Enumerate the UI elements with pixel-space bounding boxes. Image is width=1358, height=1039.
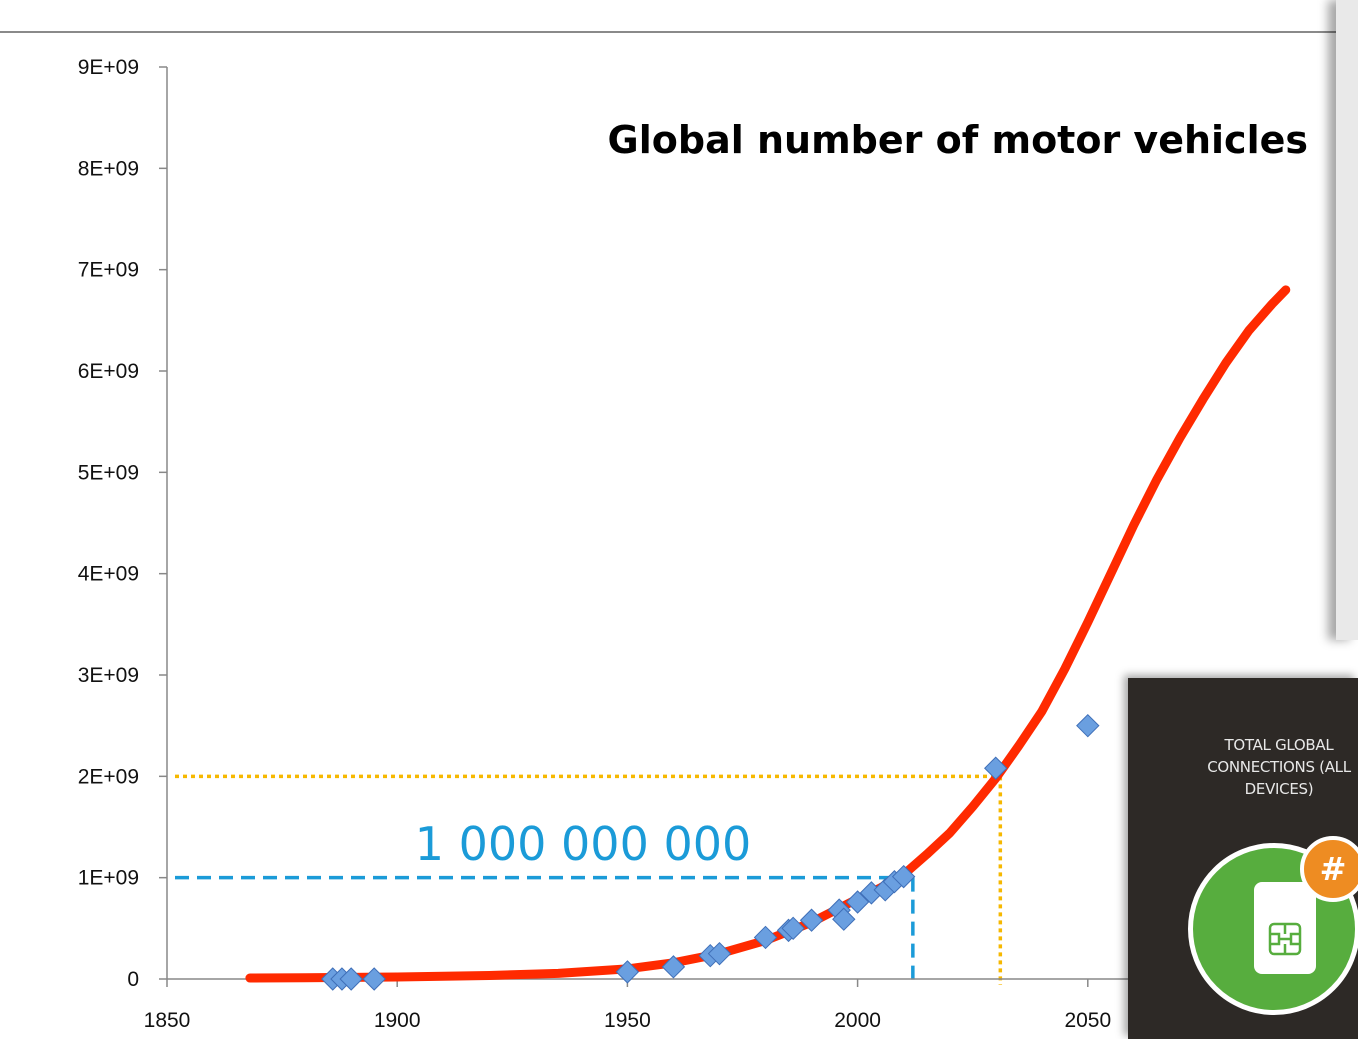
y-tick-label: 9E+09 <box>78 56 139 79</box>
hash-badge-icon: # <box>1300 836 1358 902</box>
x-tick-label: 2050 <box>1064 1009 1111 1032</box>
data-point <box>339 967 363 991</box>
chart-title: Global number of motor vehicles <box>608 118 1308 162</box>
y-tick-label: 0 <box>127 968 139 991</box>
data-point <box>615 960 640 984</box>
data-point <box>832 907 856 931</box>
data-point <box>891 864 916 889</box>
axes: 0 1E+09 2E+09 3E+09 4E+09 5E+09 6E+09 7E+09 8E+0… <box>78 56 1358 1032</box>
y-tick-label: 7E+09 <box>78 259 139 282</box>
y-tick-label: 5E+09 <box>78 461 139 484</box>
data-markers <box>321 713 1100 991</box>
data-point <box>661 955 686 979</box>
y-tick-label: 4E+09 <box>78 563 139 586</box>
data-point <box>753 925 778 950</box>
sim-chip-icon <box>1268 922 1302 956</box>
y-tick-label: 1E+09 <box>78 867 139 890</box>
data-point <box>845 890 870 914</box>
fitted-curve <box>245 285 1291 983</box>
sim-card-icon <box>1254 882 1316 974</box>
y-tick-label: 6E+09 <box>78 360 139 383</box>
data-point <box>362 967 386 991</box>
overlay-panel-right <box>1336 0 1358 640</box>
y-tick-label: 2E+09 <box>78 765 139 788</box>
x-tick-label: 2000 <box>834 1009 881 1032</box>
data-point <box>707 941 732 966</box>
data-point <box>1076 713 1100 738</box>
billion-annotation: 1 000 000 000 <box>415 817 752 871</box>
data-point <box>799 908 824 932</box>
x-tick-label: 1950 <box>604 1009 651 1032</box>
data-point <box>781 916 805 941</box>
data-point <box>984 756 1008 780</box>
x-tick-label: 1850 <box>144 1009 191 1032</box>
y-tick-label: 3E+09 <box>78 664 139 687</box>
x-tick-label: 1900 <box>374 1009 421 1032</box>
connections-label: TOTAL GLOBAL CONNECTIONS (ALL DEVICES) <box>1207 736 1351 798</box>
connections-panel: TOTAL GLOBAL CONNECTIONS (ALL DEVICES) # <box>1128 678 1358 1039</box>
guide-lines <box>175 774 1003 985</box>
y-tick-label: 8E+09 <box>78 157 139 180</box>
